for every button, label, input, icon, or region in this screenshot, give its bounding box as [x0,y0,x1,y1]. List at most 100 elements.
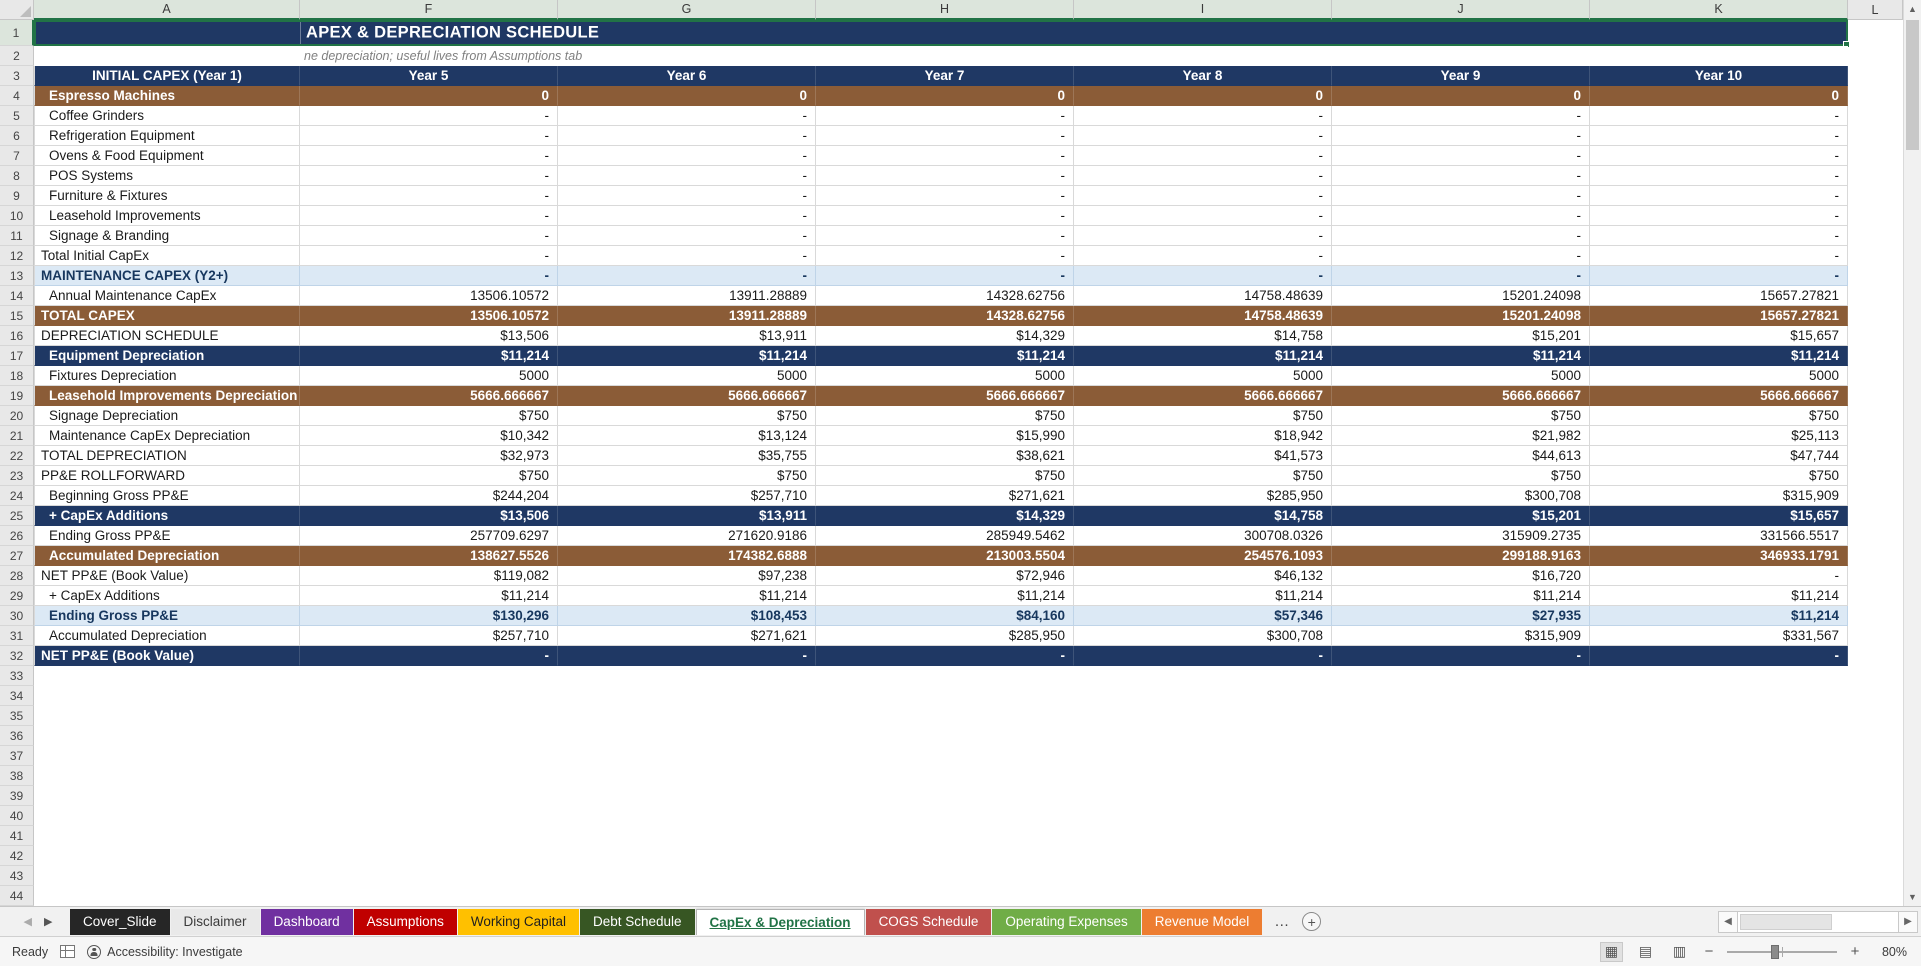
row-header-33[interactable]: 33 [0,666,34,686]
row-header-36[interactable]: 36 [0,726,34,746]
row-header-40[interactable]: 40 [0,806,34,826]
cell[interactable] [1848,686,1903,706]
cell[interactable]: - [300,226,558,246]
row-header-3[interactable]: 3 [0,66,34,86]
year-header-cell[interactable]: Year 5 [300,66,558,86]
cell[interactable] [1848,86,1903,106]
cell[interactable]: - [1332,206,1590,226]
cell[interactable]: $750 [1590,406,1848,426]
row-header-42[interactable]: 42 [0,846,34,866]
cell[interactable]: - [300,266,558,286]
cell[interactable]: $331,567 [1590,626,1848,646]
cell[interactable]: - [558,266,816,286]
cell[interactable]: 14758.48639 [1074,286,1332,306]
cell[interactable] [34,746,1848,766]
cell[interactable] [1848,626,1903,646]
cell[interactable]: - [816,646,1074,666]
cell[interactable]: $257,710 [558,486,816,506]
cell[interactable]: - [558,646,816,666]
row-header-1[interactable]: 1 [0,20,34,46]
cell[interactable]: - [816,146,1074,166]
column-header-A[interactable]: A [34,0,300,20]
scroll-down-icon[interactable]: ▼ [1908,892,1917,902]
cell[interactable]: 254576.1093 [1074,546,1332,566]
zoom-slider[interactable] [1727,943,1837,961]
cell[interactable]: - [558,226,816,246]
cell[interactable] [34,846,1848,866]
row-header-43[interactable]: 43 [0,866,34,886]
sheet-tab-dashboard[interactable]: Dashboard [260,908,353,935]
cell[interactable]: $35,755 [558,446,816,466]
column-header-I[interactable]: I [1074,0,1332,20]
cell[interactable]: - [300,166,558,186]
cell[interactable]: - [1332,246,1590,266]
row-header-41[interactable]: 41 [0,826,34,846]
cell[interactable]: - [300,246,558,266]
cell[interactable]: 0 [1074,86,1332,106]
row-label[interactable]: Signage & Branding [34,226,300,246]
row-header-12[interactable]: 12 [0,246,34,266]
cell[interactable]: $130,296 [300,606,558,626]
cell[interactable] [1848,526,1903,546]
cell[interactable] [1848,20,1903,46]
cell[interactable]: $11,214 [1074,586,1332,606]
cell[interactable]: $11,214 [816,586,1074,606]
macro-record-icon[interactable] [60,945,76,958]
row-label[interactable]: Espresso Machines [34,86,300,106]
cell[interactable]: $108,453 [558,606,816,626]
accessibility-status[interactable]: Accessibility: Investigate [87,944,243,959]
cell[interactable]: $271,621 [558,626,816,646]
cell[interactable]: 346933.1791 [1590,546,1848,566]
more-sheets-button[interactable]: … [1274,913,1291,930]
cell[interactable]: $44,613 [1332,446,1590,466]
cell[interactable]: 0 [816,86,1074,106]
cell[interactable]: 138627.5526 [300,546,558,566]
row-label[interactable]: Accumulated Depreciation [34,626,300,646]
cell[interactable]: $13,911 [558,506,816,526]
header-label-cell[interactable]: INITIAL CAPEX (Year 1) [34,66,300,86]
row-header-17[interactable]: 17 [0,346,34,366]
row-label[interactable]: Signage Depreciation [34,406,300,426]
cell[interactable]: $750 [1074,406,1332,426]
cell[interactable] [34,706,1848,726]
cell[interactable]: - [300,206,558,226]
cell[interactable] [1848,586,1903,606]
cell[interactable] [1848,546,1903,566]
cell[interactable]: $41,573 [1074,446,1332,466]
cell[interactable]: $16,720 [1332,566,1590,586]
row-header-8[interactable]: 8 [0,166,34,186]
row-label[interactable]: NET PP&E (Book Value) [34,646,300,666]
cell[interactable] [1848,106,1903,126]
cell[interactable]: $15,990 [816,426,1074,446]
row-label[interactable]: Ovens & Food Equipment [34,146,300,166]
cell[interactable] [34,786,1848,806]
cell[interactable]: 5000 [816,366,1074,386]
cell[interactable]: - [1590,226,1848,246]
cell[interactable]: - [1332,166,1590,186]
cell[interactable] [1848,346,1903,366]
cell[interactable] [34,686,1848,706]
cell[interactable]: $11,214 [1590,606,1848,626]
cell[interactable]: - [816,266,1074,286]
cell[interactable] [1848,846,1903,866]
row-label[interactable]: DEPRECIATION SCHEDULE [34,326,300,346]
cell[interactable]: 15201.24098 [1332,286,1590,306]
cell[interactable]: 5000 [1332,366,1590,386]
row-header-21[interactable]: 21 [0,426,34,446]
cell[interactable] [1848,266,1903,286]
row-header-23[interactable]: 23 [0,466,34,486]
cell[interactable]: 14758.48639 [1074,306,1332,326]
tabs-scroll-right-icon[interactable]: ▶ [44,916,53,928]
cell[interactable]: - [816,246,1074,266]
cell[interactable] [1848,326,1903,346]
normal-view-icon[interactable]: ▦ [1600,941,1623,962]
cell[interactable]: 0 [558,86,816,106]
cell[interactable]: $14,329 [816,506,1074,526]
cell[interactable]: $750 [1590,466,1848,486]
cell[interactable]: $11,214 [816,346,1074,366]
row-label[interactable]: + CapEx Additions [34,586,300,606]
cell[interactable]: $97,238 [558,566,816,586]
cell[interactable]: 213003.5504 [816,546,1074,566]
cell[interactable] [34,866,1848,886]
horizontal-scroll-thumb[interactable] [1740,913,1832,930]
